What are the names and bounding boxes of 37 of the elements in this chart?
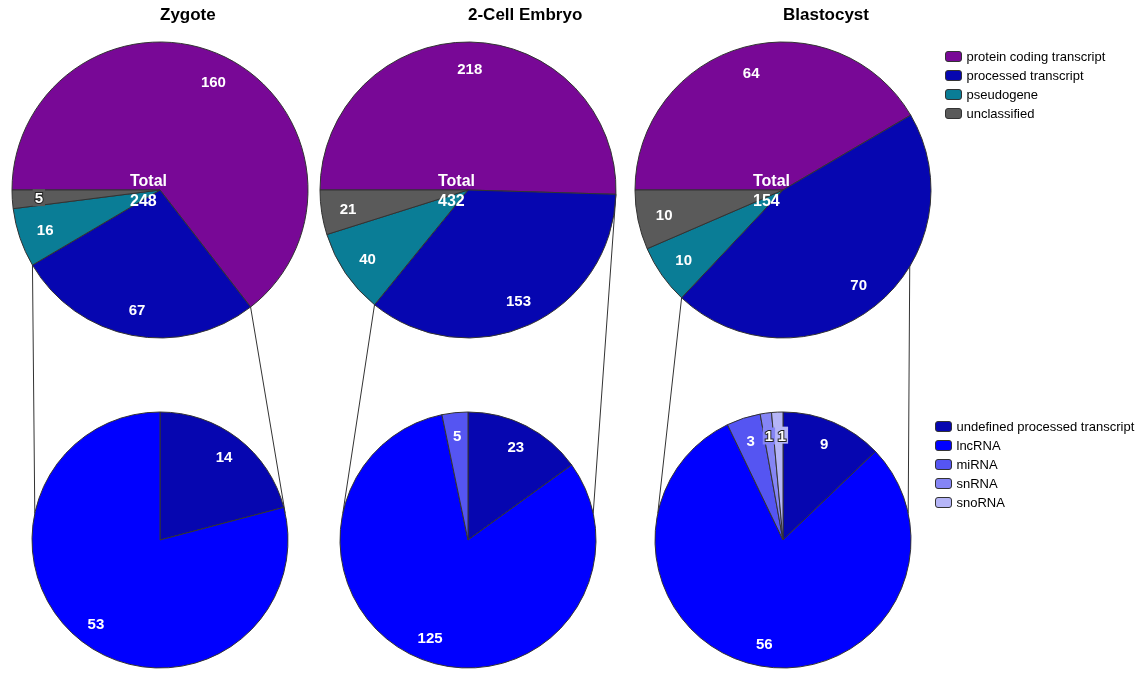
data-label: 5 (453, 427, 462, 445)
data-label: 14 (215, 448, 234, 466)
legend-label: undefined processed transcript (956, 419, 1135, 434)
data-label: 56 (755, 634, 773, 652)
legend-label: lncRNA (956, 438, 1001, 453)
data-label: 218 (457, 60, 483, 78)
data-label: 10 (655, 206, 673, 224)
legend-label: miRNA (956, 457, 998, 472)
legend-label: unclassified (966, 106, 1035, 121)
data-label: 53 (87, 614, 105, 632)
slice-label: 2-Cell Embryo (468, 5, 583, 24)
legend-label: pseudogene (966, 87, 1039, 102)
legend-label: snRNA (956, 476, 999, 491)
legend-label: snoRNA (956, 495, 1006, 510)
data-label: 40 (359, 249, 376, 267)
data-label: 64 (742, 64, 761, 82)
data-label: 160 (200, 72, 226, 90)
data-label: 9 (820, 434, 829, 452)
data-label: 1 (777, 426, 787, 444)
data-label: 16 (36, 220, 54, 238)
slice-label: Blastocyst (783, 5, 870, 24)
data-label: 125 (417, 629, 443, 647)
text: Total 432 (438, 171, 480, 209)
slice-label: Zygote (160, 5, 216, 24)
text: Total 248 (130, 171, 172, 209)
data-label: 21 (339, 199, 357, 217)
data-label: 1 (764, 427, 774, 445)
data-label: 70 (850, 276, 868, 294)
data-label: 10 (675, 251, 693, 269)
data-label: 5 (34, 189, 44, 207)
legend-label: protein coding transcript (966, 49, 1106, 64)
text: Total 154 (753, 171, 795, 209)
legend-label: processed transcript (966, 68, 1084, 83)
data-label: 153 (505, 291, 531, 309)
data-label: 23 (507, 438, 525, 456)
data-label: 3 (746, 431, 755, 449)
data-label: 67 (128, 300, 146, 318)
